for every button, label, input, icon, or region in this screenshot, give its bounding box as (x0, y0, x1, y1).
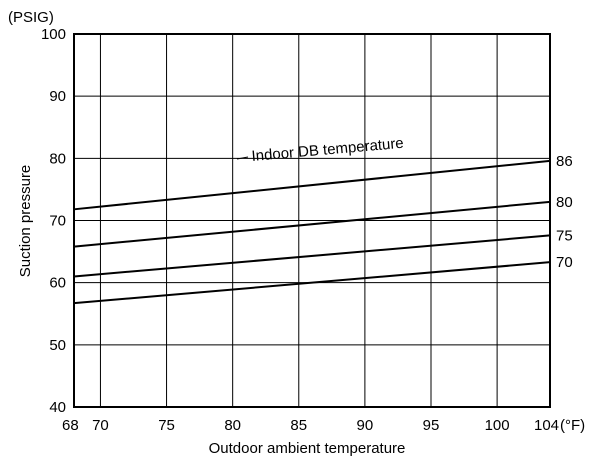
series-label-86: 86 (556, 153, 573, 170)
y-tick-labels: 40 50 60 70 80 90 100 (41, 26, 66, 416)
y-tick-label: 60 (49, 275, 66, 292)
y-tick-label: 40 (49, 399, 66, 416)
y-tick-label: 70 (49, 213, 66, 230)
series-line-86 (73, 159, 551, 211)
y-unit-label: (PSIG) (8, 9, 54, 26)
x-unit-label: (°F) (560, 417, 585, 434)
annotation-label: Indoor DB temperature (251, 135, 404, 165)
x-tick-label: 68 (62, 417, 79, 434)
series-labels: 86 80 75 70 (556, 153, 573, 271)
x-tick-label: 70 (92, 417, 109, 434)
x-tick-label: 75 (158, 417, 175, 434)
series-line-80 (73, 200, 551, 248)
plot-frame (73, 33, 551, 408)
x-tick-label: 104 (534, 417, 559, 434)
series-label-80: 80 (556, 194, 573, 211)
x-tick-label: 95 (423, 417, 440, 434)
y-tick-label: 100 (41, 26, 66, 43)
x-tick-label: 85 (290, 417, 307, 434)
grid (74, 34, 550, 407)
series-label-75: 75 (556, 227, 573, 244)
y-tick-label: 90 (49, 88, 66, 105)
y-tick-label: 80 (49, 150, 66, 167)
x-tick-label: 80 (224, 417, 241, 434)
y-axis-title: Suction pressure (17, 165, 34, 278)
series-lines (73, 159, 551, 305)
series-line-70 (73, 261, 551, 305)
x-tick-label: 100 (485, 417, 510, 434)
x-axis-title: Outdoor ambient temperature (209, 440, 406, 457)
annotation-leader (236, 156, 249, 160)
y-tick-label: 50 (49, 337, 66, 354)
x-tick-labels: 68 70 75 80 85 90 95 100 104 (62, 417, 559, 434)
series-line-75 (73, 234, 551, 278)
series-label-70: 70 (556, 254, 573, 271)
x-tick-label: 90 (357, 417, 374, 434)
